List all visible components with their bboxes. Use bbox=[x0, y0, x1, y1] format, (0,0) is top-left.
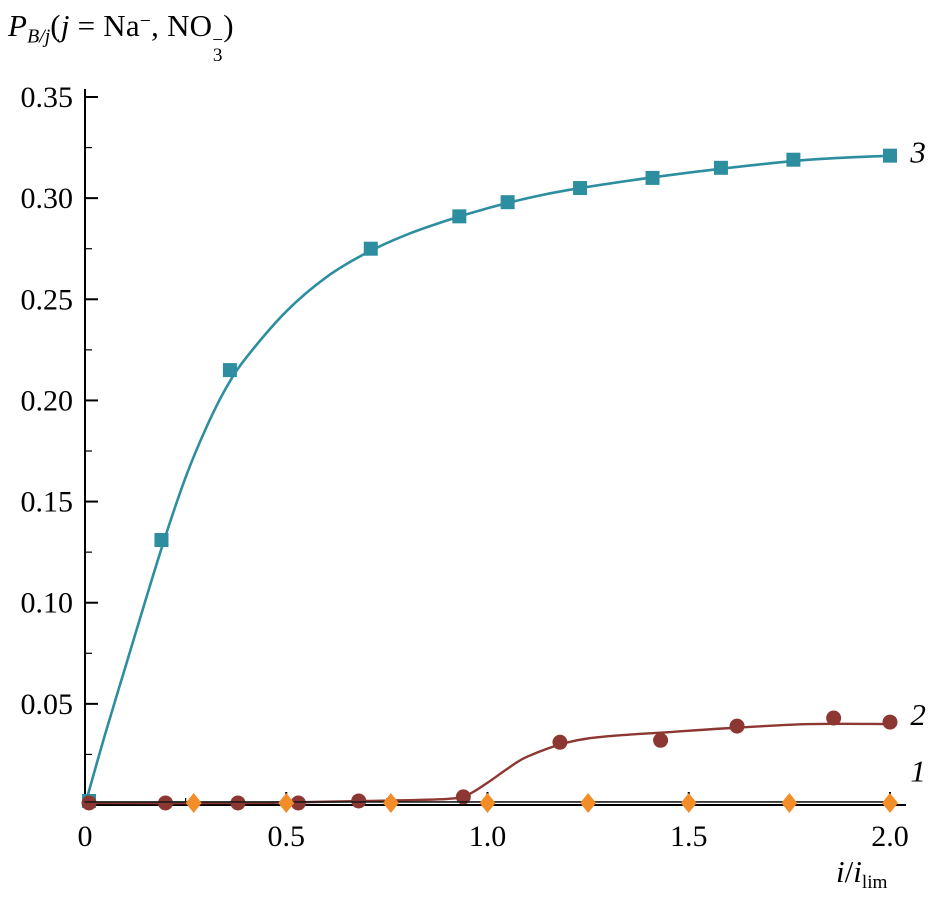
curve-3-square-marker bbox=[786, 152, 801, 167]
title-open-paren: ( bbox=[50, 8, 61, 43]
curve-1-diamond-marker bbox=[479, 792, 496, 813]
curve-1-diamond-marker bbox=[580, 792, 597, 813]
series-label-1: 1 bbox=[910, 754, 926, 789]
xlabel-numerator: i bbox=[836, 854, 845, 889]
curve-2-circle-marker bbox=[552, 734, 568, 750]
title-close-paren: ) bbox=[223, 8, 234, 43]
curve-3-square-marker bbox=[883, 148, 897, 163]
curve-2-circle-marker bbox=[653, 732, 669, 748]
curve-2-circle-marker bbox=[882, 714, 898, 730]
curve-2-circle-marker bbox=[290, 795, 306, 811]
title-ion-sodium-charge: − bbox=[139, 10, 152, 33]
curve-2-circle-marker bbox=[158, 795, 173, 811]
curve-1-diamond-marker bbox=[278, 792, 295, 813]
curve-2-circle-marker bbox=[230, 795, 246, 811]
curve-3-square-marker bbox=[452, 209, 467, 224]
curve-1-diamond-marker bbox=[382, 792, 399, 813]
curve-3-square-marker bbox=[222, 363, 237, 378]
x-tick-label: 0.5 bbox=[268, 820, 306, 853]
y-tick-label: 0.25 bbox=[21, 283, 74, 316]
curve-1-diamond-marker bbox=[680, 792, 697, 813]
title-ion-nitrate-sub: 3 bbox=[212, 45, 223, 67]
y-tick-label: 0.15 bbox=[21, 486, 74, 519]
y-axis-title: PB/j(j = Na−, NO −3) bbox=[8, 8, 234, 67]
title-variable-j: j bbox=[60, 8, 70, 43]
curve-1-diamond-marker bbox=[185, 792, 202, 813]
curve-1-diamond-marker bbox=[882, 792, 898, 813]
title-ion-nitrate-charge: − bbox=[212, 29, 224, 51]
y-tick-label: 0.05 bbox=[21, 688, 74, 721]
curve-2-circle-marker bbox=[826, 710, 842, 726]
xlabel-slash: / bbox=[844, 854, 854, 889]
title-ion-nitrate-subsup: −3 bbox=[212, 29, 224, 67]
x-tick-label: 2.0 bbox=[871, 820, 909, 853]
y-tick-label: 0.20 bbox=[21, 384, 74, 417]
series-label-3: 3 bbox=[909, 135, 926, 170]
title-equals: = bbox=[69, 8, 104, 43]
curve-3-square-marker bbox=[645, 170, 660, 185]
y-tick-label: 0.35 bbox=[21, 81, 74, 114]
xlabel-denominator: i bbox=[853, 854, 862, 889]
title-separator: , bbox=[151, 8, 168, 43]
x-tick-label: 1.0 bbox=[469, 820, 507, 853]
curve-3-square-marker bbox=[363, 241, 378, 256]
curve-1-diamond-marker bbox=[781, 792, 798, 813]
series-label-2: 2 bbox=[910, 697, 926, 732]
y-tick-label: 0.10 bbox=[21, 587, 74, 620]
xlabel-denominator-sub: lim bbox=[861, 871, 888, 893]
curve-2-circle-marker bbox=[81, 795, 97, 811]
curve-3-square-marker bbox=[154, 533, 169, 548]
title-ion-nitrate: NO bbox=[167, 8, 213, 43]
curve-3-square-marker bbox=[500, 195, 515, 210]
curve-3-square-marker bbox=[573, 181, 588, 196]
curve-2-circle-marker bbox=[351, 793, 367, 809]
curve-2-circle-marker bbox=[729, 718, 745, 734]
title-symbol: P bbox=[8, 8, 28, 43]
y-tick-label: 0.30 bbox=[21, 182, 74, 215]
x-tick-label: 1.5 bbox=[670, 820, 708, 853]
title-ion-sodium: Na bbox=[103, 8, 140, 43]
x-tick-label: 0 bbox=[78, 820, 93, 853]
x-axis-title: i/ilim bbox=[836, 854, 887, 894]
curve-3-square-marker bbox=[713, 160, 728, 175]
curve-2-circle-marker bbox=[455, 789, 471, 805]
title-subscript: B/j bbox=[27, 25, 51, 48]
curve-2-line bbox=[83, 722, 892, 805]
curve-3-line bbox=[83, 154, 892, 807]
